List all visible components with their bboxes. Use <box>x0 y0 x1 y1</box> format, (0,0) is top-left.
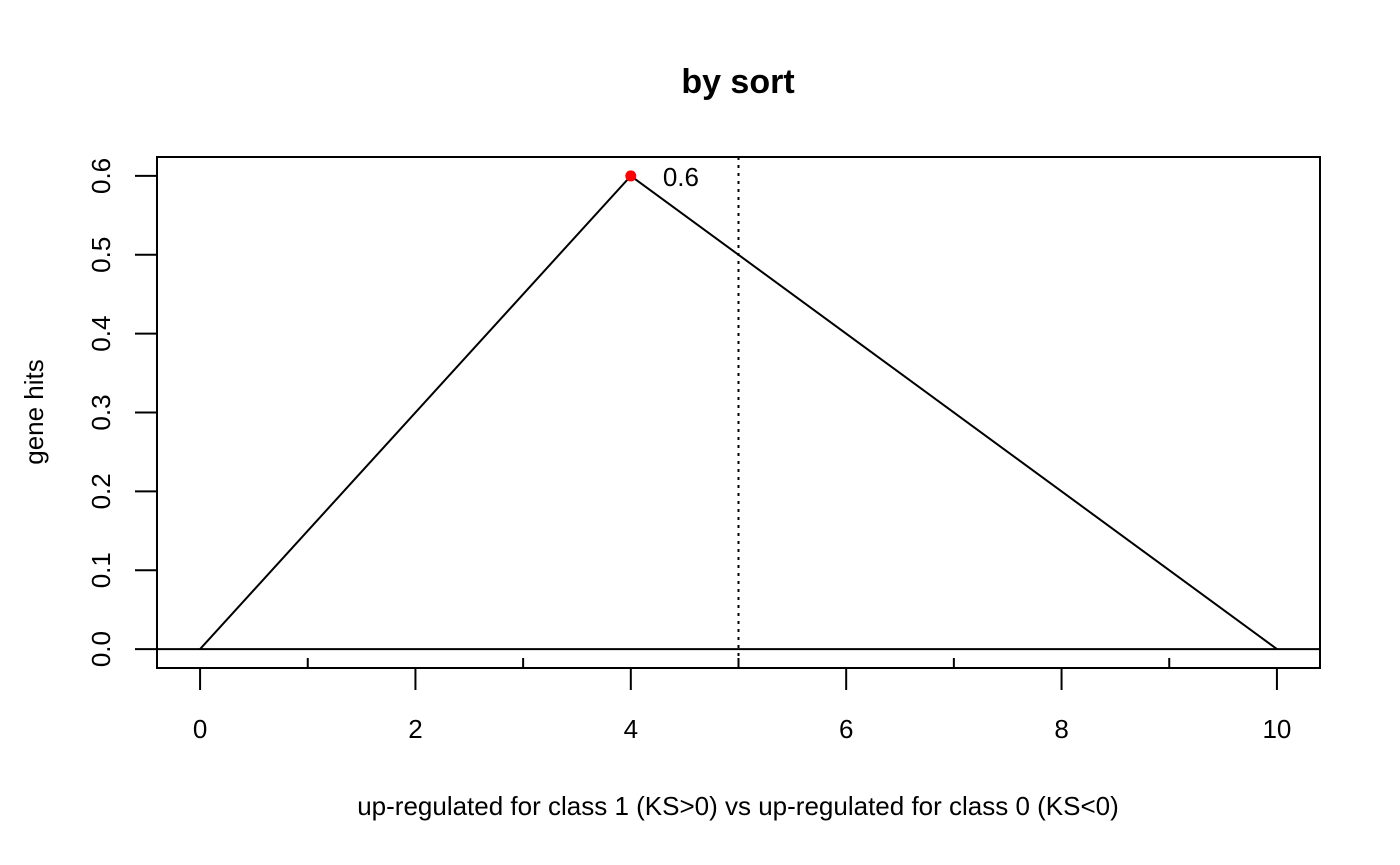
plot-marks: 0 2 4 6 8 10 0.0 0.1 0.2 0.3 0.4 0.5 0.6 0.6 <box>86 157 1320 744</box>
chart-title: by sort <box>681 63 794 101</box>
x-tick-label-8: 8 <box>1054 714 1068 744</box>
y-tick-label-0.1: 0.1 <box>86 552 116 588</box>
y-tick-label-0.5: 0.5 <box>86 237 116 273</box>
y-tick-label-0.2: 0.2 <box>86 473 116 509</box>
y-tick-label-0.6: 0.6 <box>86 158 116 194</box>
peak-label: 0.6 <box>663 162 699 192</box>
y-tick-label-0.4: 0.4 <box>86 316 116 352</box>
x-tick-label-4: 4 <box>624 714 638 744</box>
x-tick-label-2: 2 <box>408 714 422 744</box>
y-tick-label-0.0: 0.0 <box>86 631 116 667</box>
x-tick-label-0: 0 <box>193 714 207 744</box>
y-tick-label-0.3: 0.3 <box>86 394 116 430</box>
x-tick-label-10: 10 <box>1262 714 1291 744</box>
peak-point <box>625 170 637 182</box>
x-tick-label-6: 6 <box>839 714 853 744</box>
y-axis-label: gene hits <box>19 359 49 465</box>
x-axis-label: up-regulated for class 1 (KS>0) vs up-re… <box>357 791 1119 821</box>
